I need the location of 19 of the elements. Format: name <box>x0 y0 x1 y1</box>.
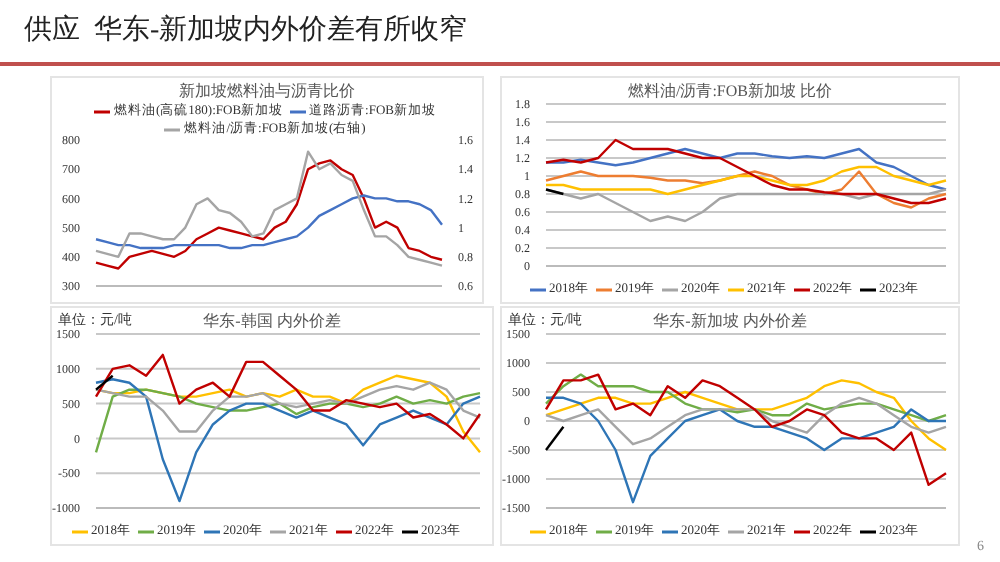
chart-title: 华东-新加坡 内外价差 <box>653 312 807 330</box>
line-series <box>544 138 948 205</box>
line-series <box>544 396 948 446</box>
line-series <box>94 381 482 433</box>
line-series <box>94 388 482 454</box>
line-series <box>94 194 444 250</box>
line-series <box>544 373 948 423</box>
chart-title: 华东-韩国 内外价差 <box>203 312 341 330</box>
chart-title: 燃料油/沥青:FOB新加坡 比价 <box>625 80 834 102</box>
line-series <box>544 147 948 191</box>
line-series <box>544 396 948 504</box>
line-series <box>544 379 948 452</box>
line-series <box>94 378 482 503</box>
chart-title: 新加坡燃料油与沥青比价 <box>177 80 357 102</box>
line-series <box>544 165 948 196</box>
line-series <box>544 170 948 209</box>
line-series <box>94 353 482 440</box>
text: 供应 华东-新加坡内外价差有所收窄 <box>24 12 468 48</box>
line-series <box>544 373 948 486</box>
